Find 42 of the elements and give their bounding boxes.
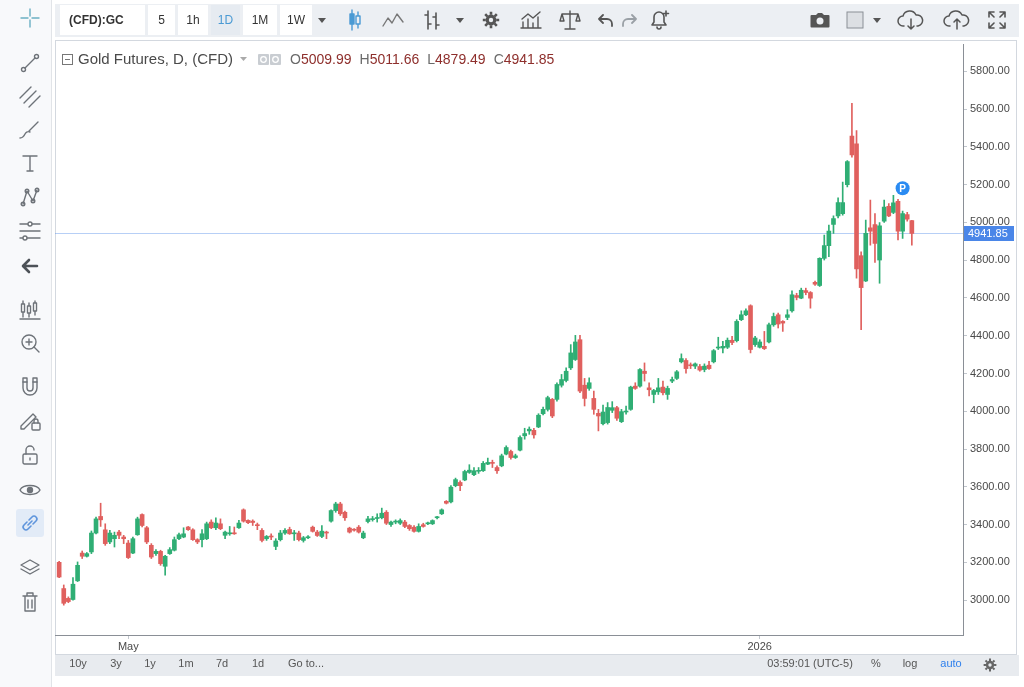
text: Go to... [287, 657, 325, 670]
y-tick-label: 3600.00 [970, 479, 1010, 492]
y-tick-label: 4200.00 [970, 366, 1010, 379]
text: 1D [217, 13, 234, 27]
y-tick-label: 3200.00 [970, 555, 1010, 568]
text: 3y [110, 657, 122, 670]
text: % [871, 657, 881, 670]
x-tick-label: 2026 [747, 639, 772, 652]
y-tick-label: 5600.00 [970, 102, 1010, 115]
text: 1y [144, 657, 156, 670]
text: 03:59:01 (UTC-5) [767, 657, 853, 670]
candlestick [231, 526, 237, 535]
y-tick-label: 4000.00 [970, 404, 1010, 417]
annotation: P [899, 182, 907, 194]
y-tick-label: 5200.00 [970, 177, 1010, 190]
candlestick [227, 526, 233, 536]
y-tick-label: 4600.00 [970, 291, 1010, 304]
chart-title: Gold Futures, D, (CFD) [78, 50, 234, 68]
text: 7d [215, 657, 229, 670]
text: 10y [69, 657, 87, 670]
text: auto [940, 657, 962, 670]
y-tick-label: 3800.00 [970, 442, 1010, 455]
text: 1W [287, 13, 305, 27]
text: 1h [186, 13, 200, 27]
y-tick-label: 3000.00 [970, 593, 1010, 606]
y-tick-label: 5800.00 [970, 64, 1010, 77]
text: 1d [251, 657, 265, 670]
candlestick [291, 530, 297, 541]
symbol-field: (CFD):GC [60, 5, 145, 35]
candlestick [250, 519, 256, 526]
y-tick-label: 4800.00 [970, 253, 1010, 266]
text: 1M [251, 13, 269, 27]
text: 1m [178, 657, 194, 670]
x-tick-label: May [117, 639, 140, 652]
y-tick-label: 3400.00 [970, 517, 1010, 530]
text: log [902, 657, 918, 670]
y-tick-label: 4400.00 [970, 328, 1010, 341]
ref-line-label: 4941.85 [968, 226, 1008, 239]
y-tick-label: 5000.00 [970, 215, 1010, 228]
text: 5 [158, 13, 165, 27]
y-tick-label: 5400.00 [970, 139, 1010, 152]
text: O5009.99 H5011.66 L4879.49 C4941.85 [290, 50, 555, 67]
